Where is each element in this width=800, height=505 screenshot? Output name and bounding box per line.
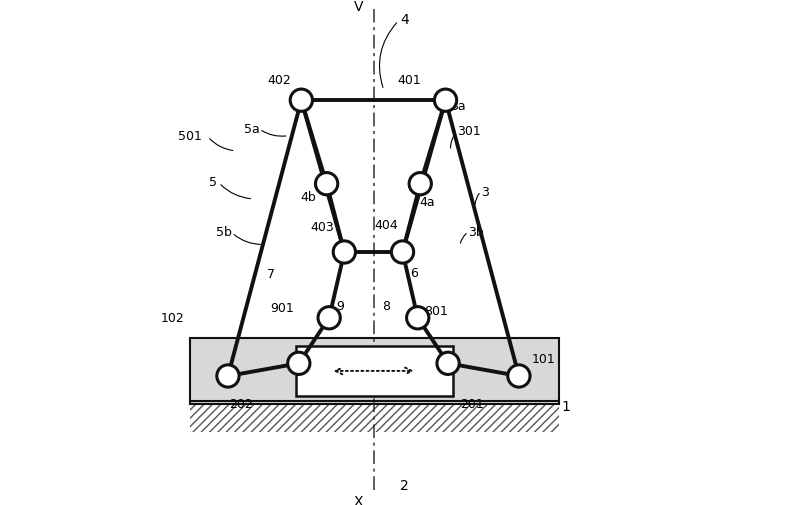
Circle shape — [409, 173, 431, 195]
Text: 1: 1 — [562, 399, 570, 414]
Text: 3: 3 — [481, 185, 489, 198]
Circle shape — [290, 90, 313, 112]
Text: 4a: 4a — [419, 195, 435, 209]
Text: 9: 9 — [337, 299, 344, 312]
Text: 301: 301 — [457, 125, 481, 138]
Circle shape — [391, 241, 414, 264]
Text: 403: 403 — [310, 221, 334, 234]
Text: 801: 801 — [424, 304, 448, 317]
Text: 404: 404 — [374, 218, 398, 231]
Text: V: V — [354, 0, 363, 14]
Circle shape — [315, 173, 338, 195]
Text: 5a: 5a — [243, 122, 259, 135]
Bar — [296, 346, 453, 396]
Text: 501: 501 — [178, 130, 202, 143]
Text: 2: 2 — [400, 478, 409, 492]
Text: 7: 7 — [267, 267, 275, 280]
Circle shape — [406, 307, 429, 329]
Text: 101: 101 — [531, 352, 555, 365]
Text: 6: 6 — [410, 266, 418, 279]
Text: 901: 901 — [270, 301, 294, 315]
Circle shape — [334, 241, 355, 264]
Text: X: X — [354, 494, 363, 505]
Text: 401: 401 — [398, 74, 422, 87]
Circle shape — [508, 365, 530, 387]
Text: 402: 402 — [267, 74, 291, 87]
Text: 8: 8 — [382, 299, 390, 312]
Bar — [190, 401, 559, 432]
Text: 201: 201 — [460, 397, 483, 411]
Text: 102: 102 — [160, 312, 184, 325]
Bar — [190, 338, 559, 404]
Text: 5: 5 — [209, 175, 217, 188]
Text: 3b: 3b — [468, 226, 484, 239]
Circle shape — [318, 307, 340, 329]
Text: 5b: 5b — [216, 226, 232, 239]
Text: 3a: 3a — [450, 99, 466, 113]
Circle shape — [434, 90, 457, 112]
Circle shape — [288, 352, 310, 375]
Text: 4: 4 — [400, 13, 409, 27]
Circle shape — [217, 365, 239, 387]
Circle shape — [437, 352, 459, 375]
Text: 4b: 4b — [301, 190, 317, 204]
Text: 202: 202 — [230, 397, 254, 411]
